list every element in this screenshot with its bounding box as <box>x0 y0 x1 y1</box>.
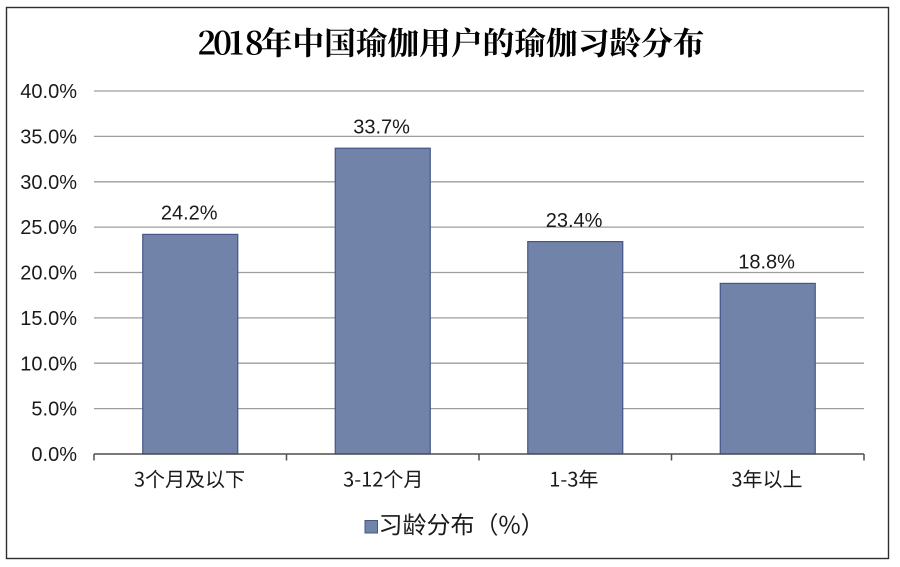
svg-text:25.0%: 25.0% <box>20 217 77 239</box>
svg-text:40.0%: 40.0% <box>20 81 77 103</box>
svg-text:15.0%: 15.0% <box>20 308 77 330</box>
svg-text:23.4%: 23.4% <box>546 210 603 232</box>
svg-text:0.0%: 0.0% <box>31 444 77 466</box>
svg-text:24.2%: 24.2% <box>161 203 218 225</box>
svg-text:30.0%: 30.0% <box>20 172 77 194</box>
svg-text:35.0%: 35.0% <box>20 127 77 149</box>
svg-text:10.0%: 10.0% <box>20 353 77 375</box>
svg-text:5.0%: 5.0% <box>31 399 77 421</box>
svg-text:18.8%: 18.8% <box>738 252 795 274</box>
svg-text:33.7%: 33.7% <box>353 117 410 139</box>
svg-text:20.0%: 20.0% <box>20 263 77 285</box>
